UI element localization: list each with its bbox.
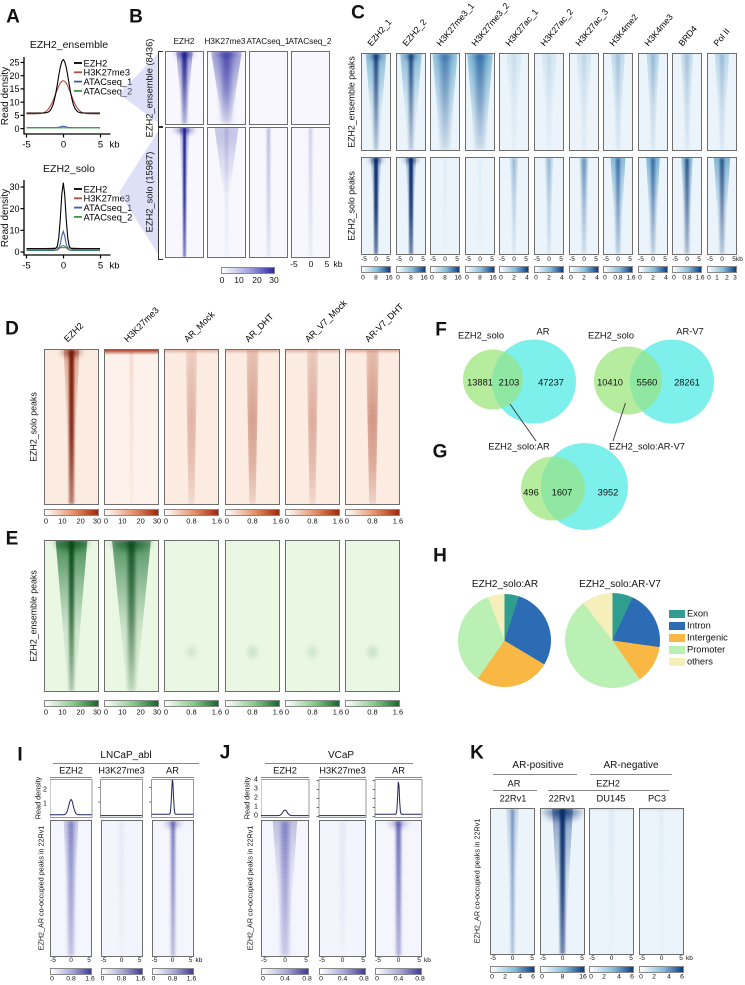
svg-text:-5: -5 [22, 140, 30, 151]
svg-text:10: 10 [9, 97, 19, 107]
svg-text:EZH2: EZH2 [84, 184, 108, 194]
svg-text:10: 10 [9, 226, 19, 236]
svg-text:5: 5 [14, 111, 19, 121]
svg-text:ATACseq_1: ATACseq_1 [84, 77, 133, 87]
svg-text:ATACseq_2: ATACseq_2 [84, 212, 133, 222]
svg-text:20: 20 [9, 204, 19, 214]
svg-text:0: 0 [61, 261, 66, 272]
svg-text:ATACseq_2: ATACseq_2 [84, 86, 133, 96]
svg-text:H3K27me3: H3K27me3 [84, 68, 131, 78]
svg-text:15: 15 [9, 84, 19, 94]
svg-text:kb: kb [110, 140, 120, 151]
svg-text:EZH2: EZH2 [84, 58, 108, 68]
svg-text:H3K27me3: H3K27me3 [84, 194, 131, 204]
svg-text:5: 5 [98, 140, 103, 151]
svg-text:30: 30 [9, 182, 19, 192]
svg-text:0: 0 [14, 124, 19, 134]
svg-text:ATACseq_1: ATACseq_1 [84, 203, 133, 213]
svg-text:25: 25 [9, 58, 19, 68]
svg-text:-5: -5 [22, 261, 30, 272]
svg-text:20: 20 [9, 71, 19, 81]
svg-text:0: 0 [14, 247, 19, 257]
svg-text:5: 5 [98, 261, 103, 272]
svg-text:kb: kb [110, 261, 120, 272]
svg-text:0: 0 [61, 140, 66, 151]
